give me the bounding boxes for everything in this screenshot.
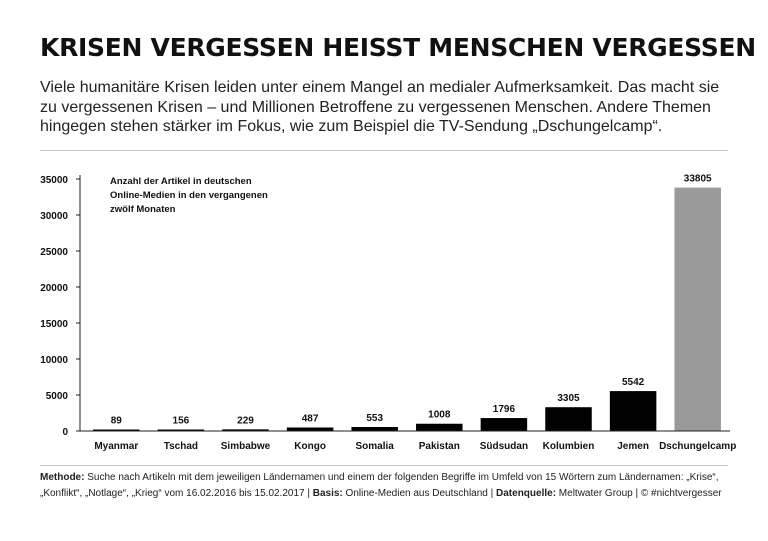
annotation-line: Anzahl der Artikel in deutschen xyxy=(110,176,252,187)
basis-label: Basis: xyxy=(312,488,343,499)
y-tick-label: 35000 xyxy=(40,175,68,186)
bar xyxy=(157,429,205,431)
bar-value-label: 3305 xyxy=(557,393,580,404)
bar xyxy=(93,429,140,431)
bar-value-label: 1796 xyxy=(493,404,516,415)
top-divider xyxy=(40,150,728,151)
y-tick-label: 30000 xyxy=(40,211,68,222)
datenquelle-label: Datenquelle: xyxy=(496,488,557,499)
bar-value-label: 553 xyxy=(366,413,383,424)
bar xyxy=(351,427,398,431)
y-axis: 0 5000 10000 15000 20000 25000 30000 35000 xyxy=(40,175,81,438)
y-tick-label: 0 xyxy=(62,427,68,438)
x-category-label: Pakistan xyxy=(419,441,460,452)
annotation-line: Online-Medien in den vergangenen xyxy=(110,190,268,201)
x-axis: Myanmar Tschad Simbabwe Kongo Somalia Pakista… xyxy=(80,430,736,452)
bar xyxy=(222,429,269,431)
x-category-label: Dschungelcamp xyxy=(659,441,736,452)
x-category-label: Südsudan xyxy=(480,441,528,452)
bar xyxy=(674,187,721,431)
chart-annotation: Anzahl der Artikel in deutschen Online-Me… xyxy=(110,176,268,215)
bar xyxy=(286,427,334,431)
bar-series: 89 156 229 487 553 1008 1796 3305 5542 33805 xyxy=(93,174,721,431)
bar-value-label: 1008 xyxy=(428,410,451,421)
bar xyxy=(480,418,528,431)
x-category-label: Kongo xyxy=(294,441,326,452)
intro-text: Viele humanitäre Krisen leiden unter ein… xyxy=(40,79,720,135)
bar-chart: 0 5000 10000 15000 20000 25000 30000 35000 Anza… xyxy=(40,174,736,452)
methode-label: Methode: xyxy=(40,472,85,483)
bar-value-label: 89 xyxy=(111,416,123,427)
bar xyxy=(609,391,657,431)
y-tick-label: 15000 xyxy=(40,319,68,330)
footer-divider xyxy=(40,465,728,466)
y-tick-label: 20000 xyxy=(40,283,68,294)
x-category-label: Myanmar xyxy=(94,441,138,452)
page-title: KRISEN VERGESSEN HEISST MENSCHEN VERGESS… xyxy=(40,33,756,62)
basis-text: Online-Medien aus Deutschland | xyxy=(342,488,497,499)
x-category-label: Tschad xyxy=(164,441,198,452)
footer-notes: Methode: Suche nach Artikeln mit dem jew… xyxy=(40,470,740,502)
bar-value-label: 487 xyxy=(302,413,319,424)
bar-value-label: 5542 xyxy=(622,377,645,388)
y-tick-label: 5000 xyxy=(46,391,69,402)
datenquelle-text: Meltwater Group | © #nichtvergesser xyxy=(556,488,722,499)
bar xyxy=(416,423,463,431)
x-category-label: Kolumbien xyxy=(543,441,595,452)
bar xyxy=(545,407,592,431)
methode-text: Suche nach Artikeln mit dem jeweiligen L… xyxy=(40,472,719,499)
x-category-label: Jemen xyxy=(617,441,649,452)
bar-value-label: 33805 xyxy=(684,174,712,185)
bar-value-label: 229 xyxy=(237,415,254,426)
bar-value-label: 156 xyxy=(173,416,190,427)
x-category-label: Simbabwe xyxy=(221,441,271,452)
y-tick-label: 10000 xyxy=(40,355,68,366)
annotation-line: zwölf Monaten xyxy=(110,204,176,215)
x-category-label: Somalia xyxy=(356,441,395,452)
y-tick-label: 25000 xyxy=(40,247,68,258)
